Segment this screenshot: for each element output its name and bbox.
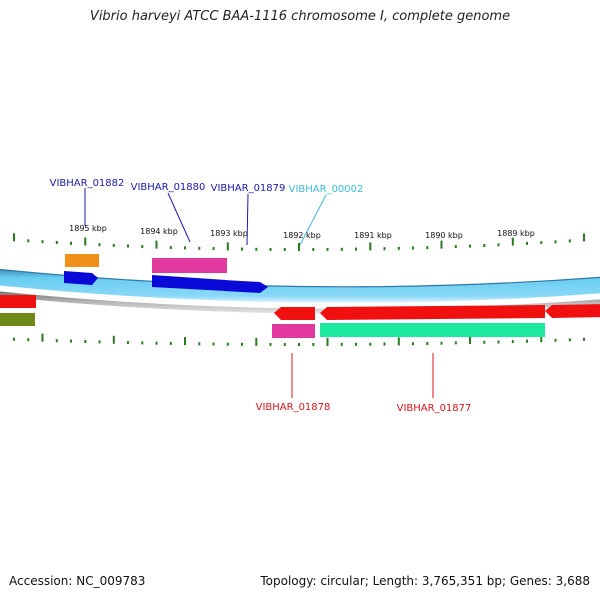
gene-label-vibhar-01880[interactable]: VIBHAR_01880 <box>131 182 206 193</box>
scale-labels: 1895 kbp 1894 kbp 1893 kbp 1892 kbp 1891… <box>69 224 535 240</box>
orange-feature[interactable] <box>65 254 99 267</box>
map-title: Vibrio harveyi ATCC BAA-1116 chromosome … <box>89 9 511 24</box>
scale-label: 1892 kbp <box>283 231 321 240</box>
cds-reverse-left[interactable] <box>0 295 36 308</box>
cds-reverse-vibhar-01877[interactable] <box>320 305 545 320</box>
scale-ticks-outer <box>13 233 585 251</box>
gene-label-vibhar-01879[interactable]: VIBHAR_01879 <box>211 183 286 194</box>
scale-label: 1889 kbp <box>497 229 535 238</box>
green-feature[interactable] <box>320 323 545 337</box>
gene-label-vibhar-01878[interactable]: VIBHAR_01878 <box>256 402 331 413</box>
scale-label: 1893 kbp <box>210 229 248 238</box>
rna-feature-pink-lower[interactable] <box>272 324 315 338</box>
backbone-ring <box>0 269 600 303</box>
rna-feature-pink[interactable] <box>152 258 227 273</box>
scale-label: 1890 kbp <box>425 231 463 240</box>
cds-forward-vibhar-01880[interactable] <box>152 275 226 291</box>
olive-feature[interactable] <box>0 313 35 326</box>
cds-forward-vibhar-01882[interactable] <box>64 271 98 285</box>
label-leaders <box>84 188 434 398</box>
gene-label-vibhar-01882[interactable]: VIBHAR_01882 <box>50 178 125 189</box>
gene-label-vibhar-01877[interactable]: VIBHAR_01877 <box>397 403 472 414</box>
scale-ticks-inner <box>13 333 585 346</box>
scale-label: 1895 kbp <box>69 224 107 233</box>
cds-forward-vibhar-01879[interactable] <box>224 280 268 293</box>
accession-text: Accession: NC_009783 <box>9 574 146 588</box>
scale-label: 1894 kbp <box>140 227 178 236</box>
gene-label-vibhar-00002[interactable]: VIBHAR_00002 <box>289 184 364 195</box>
cds-reverse-vibhar-01878[interactable] <box>274 307 315 320</box>
genome-summary-text: Topology: circular; Length: 3,765,351 bp… <box>260 574 590 588</box>
cds-reverse-right[interactable] <box>545 304 600 318</box>
scale-label: 1891 kbp <box>354 231 392 240</box>
